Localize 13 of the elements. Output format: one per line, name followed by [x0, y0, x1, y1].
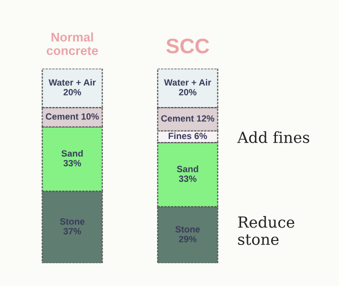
data-label: Cement 12%	[161, 115, 214, 122]
data-label: Stone 37%	[60, 218, 85, 234]
annotation: Reduce stone	[238, 216, 294, 245]
data-label: Cement 10%	[46, 113, 99, 120]
data-label: Water + Air 20%	[48, 79, 96, 96]
data-label: Sand 33%	[61, 150, 83, 166]
data-label: Stone 29%	[175, 226, 200, 242]
annotation: Add fines	[237, 131, 310, 144]
data-label: Fines 6%	[168, 132, 208, 140]
data-label: Water + Air 20%	[164, 79, 212, 96]
x-tick-label: SCC	[166, 38, 210, 54]
x-tick-label: Normal concrete	[46, 32, 98, 56]
data-label: Sand 33%	[176, 166, 198, 182]
